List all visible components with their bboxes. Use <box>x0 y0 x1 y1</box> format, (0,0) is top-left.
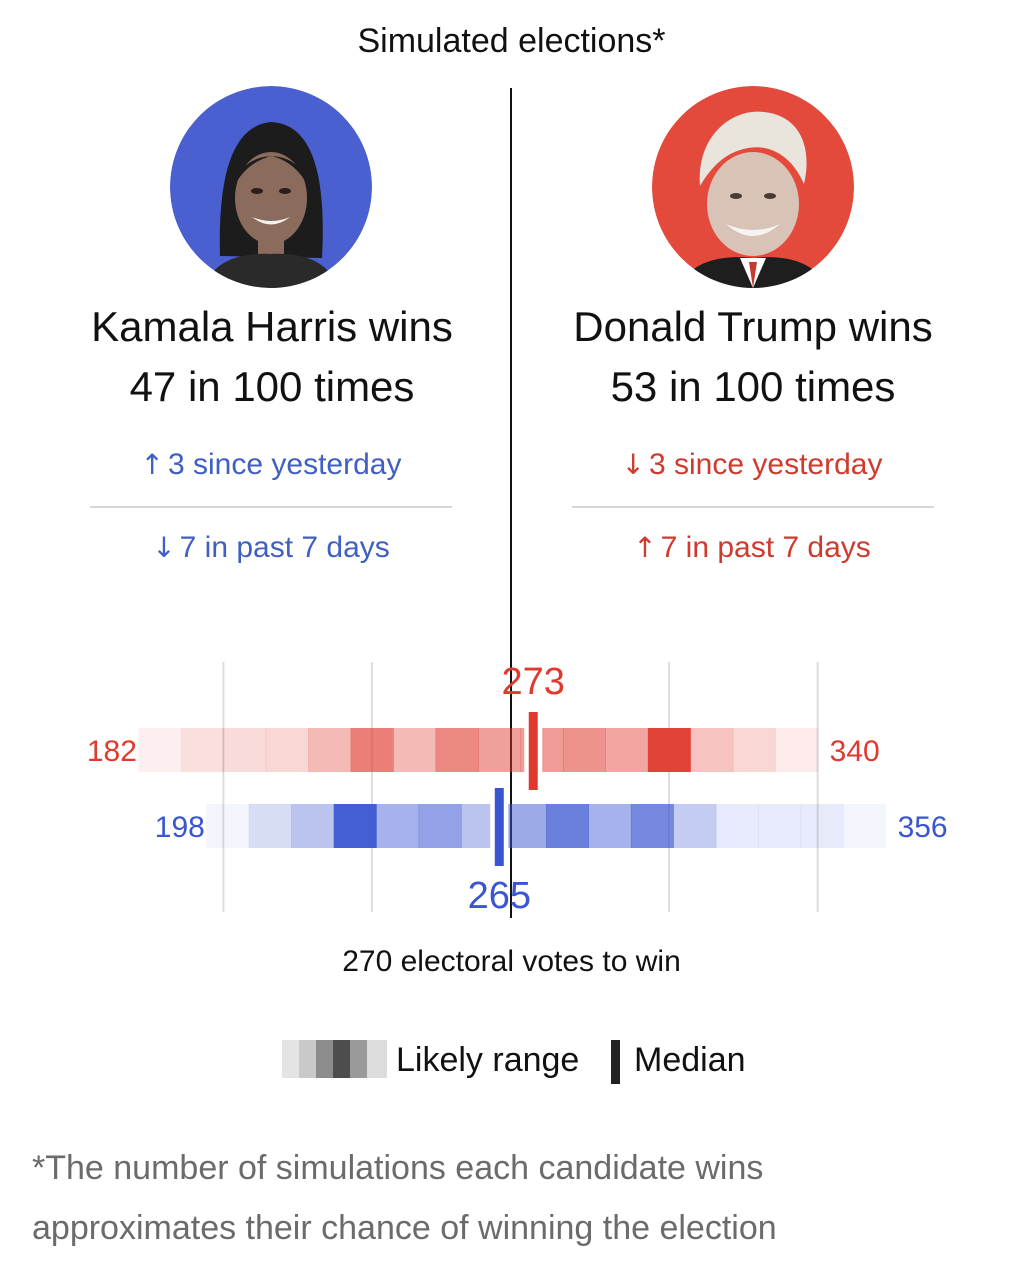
trump-divider-rule <box>572 506 934 508</box>
median-marker <box>494 788 504 866</box>
harris-portrait <box>170 86 372 288</box>
legend-median-marker <box>611 1040 620 1084</box>
legend-swatch-cell <box>282 1040 302 1078</box>
range-cell <box>435 728 479 772</box>
range-cell <box>478 728 521 772</box>
harris-change-day-text: 3 since yesterday <box>168 448 402 481</box>
range-cell <box>333 804 377 848</box>
range-cell <box>206 804 250 848</box>
trump-change-week-text: 7 in past 7 days <box>660 531 871 564</box>
center-divider <box>510 88 512 918</box>
range-cell <box>393 728 437 772</box>
median-value-label: 265 <box>468 875 531 917</box>
arrow-up-icon: ↑ <box>633 531 657 564</box>
legend-swatch-cell <box>299 1040 319 1078</box>
harris-divider-rule <box>90 506 452 508</box>
range-cell <box>800 804 844 848</box>
median-marker <box>528 712 538 790</box>
legend-swatch-cell <box>316 1040 336 1078</box>
harris-odds-line: 47 in 100 times <box>129 363 415 410</box>
electoral-range-chart: 273 182 340 265 198 356 <box>87 661 948 917</box>
range-cell <box>248 804 292 848</box>
range-cell <box>223 728 267 772</box>
legend-swatch-cell <box>350 1040 370 1078</box>
median-value-label: 273 <box>502 661 565 703</box>
range-cell <box>758 804 802 848</box>
range-cell <box>376 804 420 848</box>
trump-change-day-text: 3 since yesterday <box>649 448 883 481</box>
range-cell <box>605 728 649 772</box>
range-cell <box>630 804 674 848</box>
range-cell <box>350 728 394 772</box>
range-cell <box>138 728 182 772</box>
range-cell <box>418 804 462 848</box>
arrow-down-icon: ↓ <box>152 531 176 564</box>
range-cell <box>308 728 352 772</box>
arrow-down-icon: ↓ <box>621 448 645 481</box>
arrow-up-icon: ↑ <box>140 448 164 481</box>
range-cell <box>180 728 224 772</box>
trump-odds-line: 53 in 100 times <box>610 363 896 410</box>
range-cell <box>775 728 819 772</box>
range-cell <box>715 804 759 848</box>
range-max-label: 340 <box>830 735 880 768</box>
legend-range-label: Likely range <box>396 1041 580 1079</box>
footnote-line-1: *The number of simulations each candidat… <box>32 1149 764 1187</box>
range-cell <box>690 728 734 772</box>
range-cell <box>562 728 606 772</box>
harris-name-line: Kamala Harris wins <box>91 303 453 350</box>
range-cell <box>843 804 887 848</box>
range-min-label: 182 <box>87 735 137 768</box>
legend-swatch-cell <box>367 1040 387 1078</box>
trump-portrait <box>652 86 854 288</box>
trump-change-week: ↑ 7 in past 7 days <box>572 531 932 565</box>
range-cell <box>732 728 776 772</box>
range-cell <box>503 804 547 848</box>
range-min-label: 198 <box>155 811 205 844</box>
range-cell <box>265 728 309 772</box>
legend-median-label: Median <box>634 1041 746 1079</box>
range-cell <box>291 804 335 848</box>
harris-change-week-text: 7 in past 7 days <box>179 531 390 564</box>
range-cell <box>673 804 717 848</box>
range-cell <box>647 728 691 772</box>
trump-name-line: Donald Trump wins <box>573 303 933 350</box>
footnote-line-2: approximates their chance of winning the… <box>32 1209 777 1247</box>
threshold-label: 270 electoral votes to win <box>342 945 681 978</box>
range-cell <box>545 804 589 848</box>
trump-change-day: ↓ 3 since yesterday <box>572 448 932 482</box>
footnote: *The number of simulations each candidat… <box>32 1138 992 1258</box>
range-max-label: 356 <box>898 811 948 844</box>
range-cell <box>588 804 632 848</box>
harris-change-week: ↓ 7 in past 7 days <box>91 531 451 565</box>
harris-change-day: ↑ 3 since yesterday <box>91 448 451 482</box>
chart-title: Simulated elections* <box>357 22 666 60</box>
legend-swatch-cell <box>333 1040 353 1078</box>
